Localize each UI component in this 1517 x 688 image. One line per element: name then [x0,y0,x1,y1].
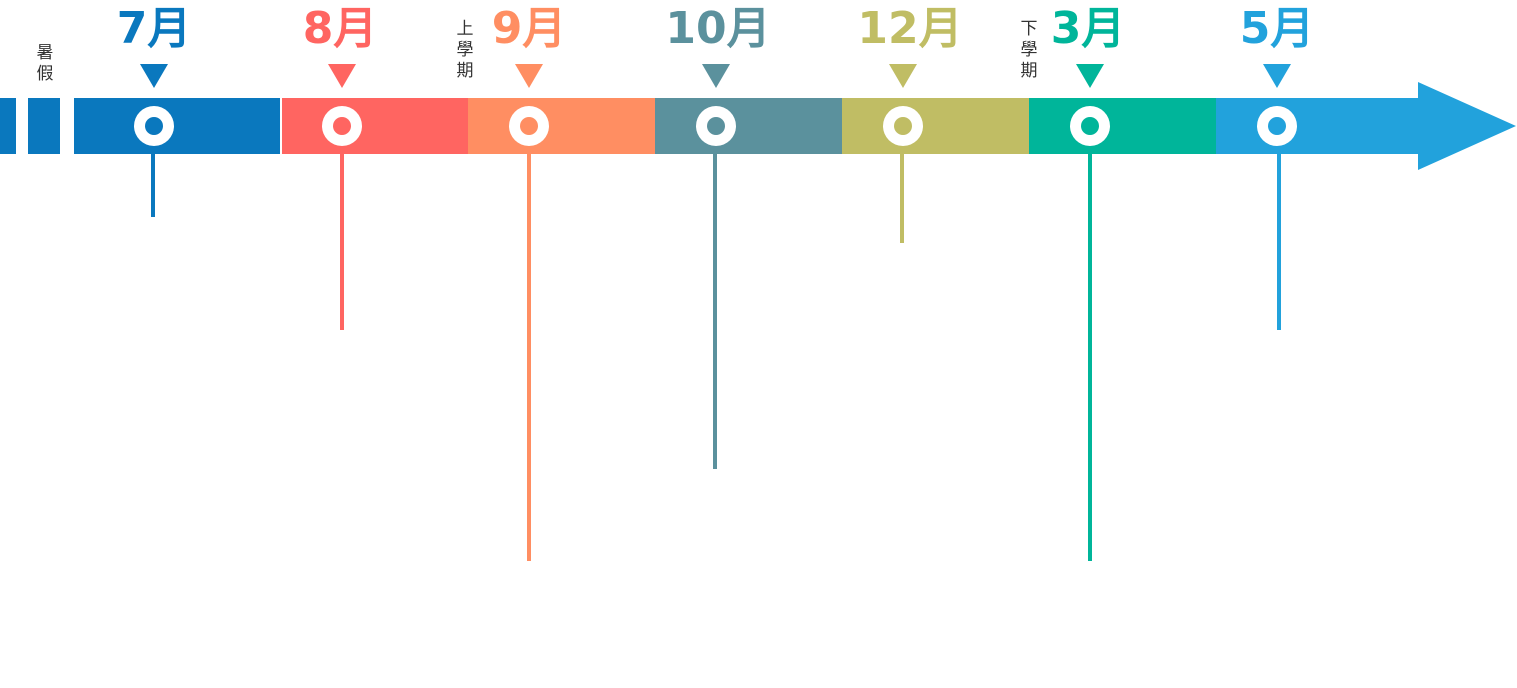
period-label-second-semester: 下學期 [1021,19,1038,81]
milestone-marker-sep [509,106,549,146]
month-label-jul: 7月 [117,3,192,54]
pointer-triangle-oct [702,64,730,88]
segment-mar [1029,98,1216,154]
period-label-summer-break: 暑假 [37,43,54,84]
segment-jul [74,98,280,154]
month-label-oct: 10月 [665,3,770,54]
period-label-text: 上學期 [457,19,474,81]
pointer-triangle-dec [889,64,917,88]
segment-oct [655,98,842,154]
month-label-dec: 12月 [857,3,962,54]
month-label-aug: 8月 [303,3,378,54]
timeline-dash-2 [28,98,60,154]
pointer-triangle-aug [328,64,356,88]
milestone-marker-jul [134,106,174,146]
pointer-triangle-jul [140,64,168,88]
segment-aug [282,98,468,154]
milestone-marker-may [1257,106,1297,146]
timeline-arrow [1216,82,1516,170]
pointer-triangle-mar [1076,64,1104,88]
pointer-triangle-may [1263,64,1291,88]
period-label-text: 下學期 [1021,19,1038,81]
pointer-triangle-sep [515,64,543,88]
month-label-mar: 3月 [1051,3,1126,54]
period-label-text: 暑假 [37,43,54,84]
milestone-marker-oct [696,106,736,146]
segment-sep [468,98,655,154]
month-label-sep: 9月 [492,3,567,54]
segment-dec [842,98,1029,154]
milestone-marker-dec [883,106,923,146]
milestone-marker-mar [1070,106,1110,146]
period-label-first-semester: 上學期 [457,19,474,81]
month-label-may: 5月 [1240,3,1315,54]
milestone-marker-aug [322,106,362,146]
timeline-dash-1 [0,98,16,154]
